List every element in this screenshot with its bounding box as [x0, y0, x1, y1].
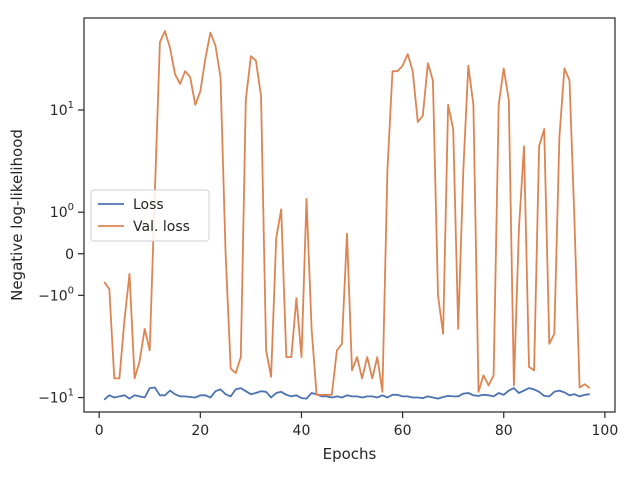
- y-tick-exponent: 1: [68, 100, 74, 111]
- legend-box: [90, 189, 210, 242]
- y-tick-base: −10: [38, 391, 68, 407]
- x-axis-label: Epochs: [323, 445, 377, 463]
- legend: Loss Val. loss: [90, 189, 210, 242]
- y-tick-base: 0: [65, 247, 74, 263]
- x-tick-label: 0: [95, 423, 104, 439]
- y-tick-label: −101: [38, 388, 74, 407]
- y-tick-label: 101: [50, 100, 74, 119]
- plot-frame: [83, 17, 616, 413]
- y-tick-label: −100: [38, 285, 74, 304]
- y-tick-label: 100: [50, 202, 74, 221]
- x-axis: 0 20 40 60 80 100: [95, 412, 619, 439]
- y-axis-label: Negative log-likelihood: [8, 129, 26, 301]
- series-line-1: [103, 386, 590, 401]
- legend-entry-1: Loss: [133, 197, 164, 213]
- x-tick-label: 40: [293, 423, 311, 439]
- y-tick-exponent: 0: [68, 285, 74, 296]
- y-tick-exponent: 1: [68, 388, 74, 399]
- series-line-2: [103, 30, 591, 396]
- x-tick-label: 80: [495, 423, 513, 439]
- y-tick-base: −10: [38, 288, 68, 304]
- y-tick-exponent: 0: [68, 202, 74, 213]
- x-tick-label: 100: [592, 423, 619, 439]
- legend-entry-2: Val. loss: [133, 219, 190, 235]
- y-tick-label: 0: [65, 247, 74, 263]
- y-tick-base: 10: [50, 205, 68, 221]
- y-tick-base: 10: [50, 103, 68, 119]
- plot-lines: [103, 30, 591, 401]
- x-tick-label: 20: [191, 423, 209, 439]
- x-tick-label: 60: [394, 423, 412, 439]
